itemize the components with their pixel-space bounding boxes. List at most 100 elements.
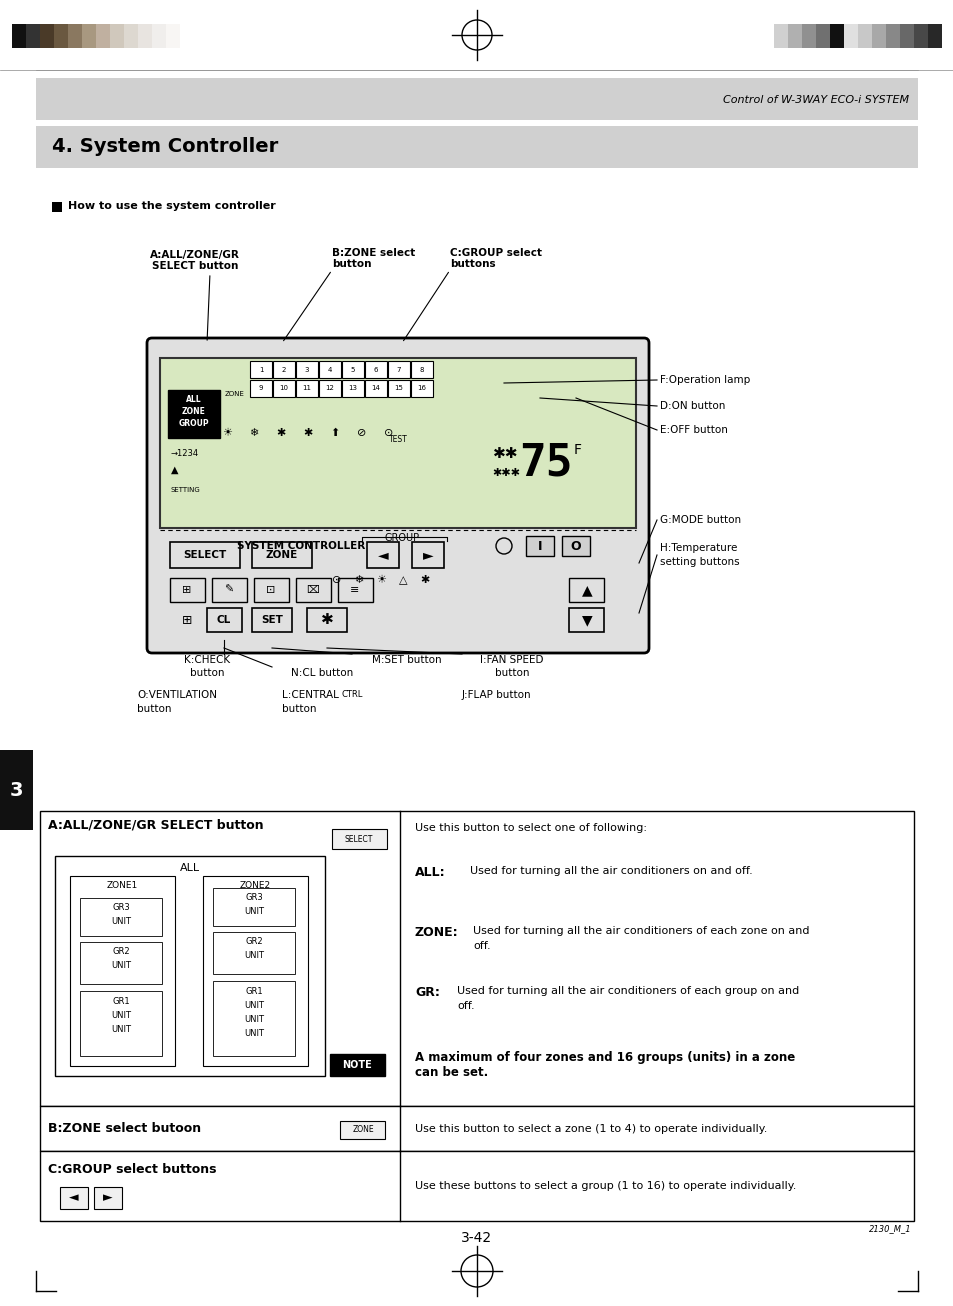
Text: ALL:: ALL: bbox=[415, 866, 445, 879]
Text: 3: 3 bbox=[10, 781, 23, 799]
Bar bbox=[341, 380, 364, 397]
Text: F: F bbox=[574, 443, 581, 457]
Bar bbox=[760, 24, 773, 48]
Bar bbox=[337, 579, 373, 602]
Text: ✱: ✱ bbox=[320, 613, 333, 627]
Text: setting buttons: setting buttons bbox=[659, 556, 739, 567]
Bar bbox=[36, 125, 917, 168]
Bar bbox=[412, 542, 443, 568]
Text: GR1: GR1 bbox=[112, 996, 130, 1006]
Bar bbox=[253, 579, 289, 602]
Bar bbox=[168, 390, 220, 438]
Text: C:GROUP select buttons: C:GROUP select buttons bbox=[48, 1164, 216, 1175]
Text: Use these buttons to select a group (1 to 16) to operate individually.: Use these buttons to select a group (1 t… bbox=[415, 1181, 796, 1191]
Bar bbox=[203, 876, 308, 1066]
Text: ZONE:: ZONE: bbox=[415, 926, 458, 939]
Text: ►: ► bbox=[422, 549, 433, 562]
Text: ►: ► bbox=[103, 1191, 112, 1204]
Text: 11: 11 bbox=[302, 385, 312, 392]
Text: B:ZONE select: B:ZONE select bbox=[332, 248, 415, 259]
Text: ✱: ✱ bbox=[303, 428, 312, 438]
Text: I:FAN SPEED: I:FAN SPEED bbox=[479, 656, 543, 665]
Text: 7: 7 bbox=[396, 367, 401, 372]
Text: buttons: buttons bbox=[450, 259, 496, 269]
Text: I: I bbox=[537, 539, 541, 552]
Bar bbox=[180, 24, 193, 48]
Bar bbox=[40, 1106, 913, 1151]
Text: ZONE: ZONE bbox=[352, 1126, 374, 1135]
Text: ✱: ✱ bbox=[275, 428, 285, 438]
Text: button: button bbox=[137, 704, 172, 714]
Text: 8: 8 bbox=[419, 367, 424, 372]
Bar bbox=[80, 899, 162, 936]
Text: button: button bbox=[332, 259, 371, 269]
Text: SYSTEM CONTROLLER: SYSTEM CONTROLLER bbox=[236, 541, 365, 551]
Text: ❄: ❄ bbox=[249, 428, 258, 438]
Text: 15: 15 bbox=[395, 385, 403, 392]
Text: GROUP: GROUP bbox=[178, 419, 209, 428]
Bar bbox=[568, 579, 603, 602]
Bar bbox=[341, 360, 364, 377]
Bar bbox=[871, 24, 885, 48]
Text: ZONE: ZONE bbox=[225, 390, 245, 397]
Text: UNIT: UNIT bbox=[111, 1011, 131, 1020]
Text: ALL: ALL bbox=[180, 863, 200, 872]
Text: J:FLAP button: J:FLAP button bbox=[461, 690, 531, 700]
Text: button: button bbox=[282, 704, 316, 714]
Text: 75: 75 bbox=[518, 441, 572, 485]
Text: A maximum of four zones and 16 groups (units) in a zone: A maximum of four zones and 16 groups (u… bbox=[415, 1051, 795, 1064]
Bar bbox=[170, 542, 240, 568]
Text: 14: 14 bbox=[371, 385, 380, 392]
Text: UNIT: UNIT bbox=[111, 1024, 131, 1033]
Bar bbox=[568, 609, 603, 632]
Text: ☀: ☀ bbox=[222, 428, 232, 438]
Bar bbox=[365, 360, 387, 377]
Bar bbox=[273, 360, 294, 377]
Text: SET: SET bbox=[261, 615, 283, 626]
Bar bbox=[68, 24, 82, 48]
Text: L:CENTRAL: L:CENTRAL bbox=[282, 690, 342, 700]
Bar bbox=[26, 24, 40, 48]
Text: G:MODE button: G:MODE button bbox=[659, 515, 740, 525]
Text: ☀: ☀ bbox=[375, 575, 386, 585]
Bar bbox=[80, 991, 162, 1057]
Bar bbox=[330, 1054, 385, 1076]
Text: ZONE1: ZONE1 bbox=[107, 882, 138, 891]
Text: ⊞: ⊞ bbox=[182, 585, 192, 596]
Text: 4: 4 bbox=[328, 367, 332, 372]
Text: Used for turning all the air conditioners of each zone on and: Used for turning all the air conditioner… bbox=[473, 926, 809, 936]
Text: 1: 1 bbox=[258, 367, 263, 372]
Text: Used for turning all the air conditioners on and off.: Used for turning all the air conditioner… bbox=[470, 866, 752, 876]
Text: UNIT: UNIT bbox=[244, 952, 264, 960]
Bar bbox=[525, 535, 554, 556]
Bar bbox=[54, 24, 68, 48]
Text: ▲: ▲ bbox=[171, 465, 178, 475]
Text: UNIT: UNIT bbox=[244, 1015, 264, 1024]
Bar bbox=[213, 888, 294, 926]
Text: M:SET button: M:SET button bbox=[372, 656, 441, 665]
Bar bbox=[96, 24, 110, 48]
Bar bbox=[94, 1187, 122, 1209]
Text: K:CHECK: K:CHECK bbox=[184, 656, 230, 665]
Bar bbox=[70, 876, 174, 1066]
Bar bbox=[0, 0, 953, 71]
Bar bbox=[60, 1187, 88, 1209]
Bar bbox=[80, 942, 162, 983]
Bar bbox=[36, 78, 917, 120]
Text: 3: 3 bbox=[304, 367, 309, 372]
Bar bbox=[250, 360, 272, 377]
Bar bbox=[411, 360, 433, 377]
Text: 12: 12 bbox=[325, 385, 335, 392]
Text: ≡: ≡ bbox=[350, 585, 359, 596]
Bar bbox=[787, 24, 801, 48]
Bar bbox=[52, 202, 62, 212]
Bar bbox=[885, 24, 899, 48]
Text: SELECT: SELECT bbox=[183, 550, 227, 560]
Text: ⊡: ⊡ bbox=[266, 585, 275, 596]
Text: ◄: ◄ bbox=[70, 1191, 79, 1204]
Bar bbox=[332, 829, 387, 849]
Text: CL: CL bbox=[216, 615, 231, 626]
Bar bbox=[927, 24, 941, 48]
Text: ⊘: ⊘ bbox=[356, 428, 366, 438]
Text: ✱✱✱: ✱✱✱ bbox=[492, 468, 519, 478]
